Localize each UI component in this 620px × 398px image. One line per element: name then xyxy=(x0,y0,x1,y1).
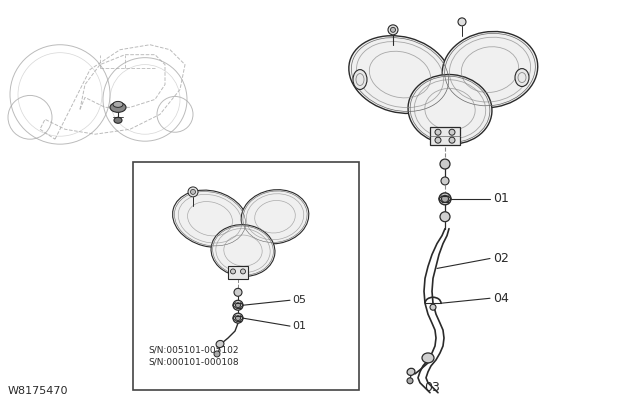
Ellipse shape xyxy=(407,378,413,384)
Ellipse shape xyxy=(407,368,415,375)
Ellipse shape xyxy=(458,18,466,26)
Ellipse shape xyxy=(442,31,538,108)
Ellipse shape xyxy=(449,129,455,135)
Text: 03: 03 xyxy=(424,381,440,394)
Ellipse shape xyxy=(172,190,247,247)
Text: 02: 02 xyxy=(493,252,509,265)
Ellipse shape xyxy=(441,177,449,185)
Bar xyxy=(430,127,460,145)
Ellipse shape xyxy=(435,137,441,143)
Ellipse shape xyxy=(236,303,241,308)
Ellipse shape xyxy=(236,316,241,321)
Text: 05: 05 xyxy=(292,295,306,305)
Ellipse shape xyxy=(440,159,450,169)
Ellipse shape xyxy=(234,288,242,296)
Text: S/N:005101-005102: S/N:005101-005102 xyxy=(148,345,239,355)
Ellipse shape xyxy=(110,102,126,112)
Ellipse shape xyxy=(231,269,236,274)
Ellipse shape xyxy=(211,224,275,277)
Ellipse shape xyxy=(430,304,436,310)
Ellipse shape xyxy=(349,36,451,113)
Bar xyxy=(228,266,248,279)
Ellipse shape xyxy=(422,353,434,363)
Ellipse shape xyxy=(241,190,309,244)
Ellipse shape xyxy=(241,269,246,274)
Ellipse shape xyxy=(233,300,243,310)
Ellipse shape xyxy=(435,129,441,135)
Ellipse shape xyxy=(439,193,451,205)
Ellipse shape xyxy=(440,212,450,222)
Ellipse shape xyxy=(353,70,367,90)
Text: 01: 01 xyxy=(292,321,306,331)
Ellipse shape xyxy=(515,68,529,86)
Ellipse shape xyxy=(388,25,398,35)
Ellipse shape xyxy=(408,74,492,144)
Ellipse shape xyxy=(216,340,224,347)
Ellipse shape xyxy=(214,351,220,357)
Ellipse shape xyxy=(391,27,396,32)
Ellipse shape xyxy=(114,117,122,123)
Ellipse shape xyxy=(441,195,448,202)
Bar xyxy=(133,162,359,390)
Ellipse shape xyxy=(190,189,195,194)
Ellipse shape xyxy=(449,137,455,143)
Ellipse shape xyxy=(113,101,123,107)
Ellipse shape xyxy=(233,313,243,323)
Ellipse shape xyxy=(188,187,198,197)
Text: 01: 01 xyxy=(493,192,509,205)
Text: S/N:000101-000108: S/N:000101-000108 xyxy=(148,357,239,367)
Text: W8175470: W8175470 xyxy=(8,386,68,396)
Text: 04: 04 xyxy=(493,292,509,305)
